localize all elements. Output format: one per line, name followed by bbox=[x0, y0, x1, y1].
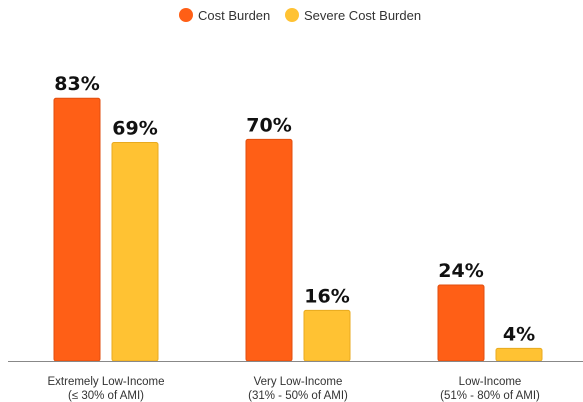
category-label-very-low-income-range: (31% - 50% of AMI) bbox=[248, 390, 348, 402]
value-label-cost-burden-very-low-income: 70% bbox=[246, 114, 291, 136]
value-label-severe-cost-burden-low-income: 4% bbox=[503, 323, 535, 345]
bar-cost-burden-low-income bbox=[437, 284, 485, 362]
bar-severe-cost-burden-low-income bbox=[495, 347, 543, 362]
bar-cost-burden-very-low-income bbox=[245, 138, 293, 362]
value-labels-group: 83% 70% 24% 69% 16% 4% bbox=[54, 73, 535, 345]
legend-swatch-severe-cost-burden bbox=[285, 8, 299, 22]
bars-group bbox=[53, 97, 543, 362]
legend-label-severe-cost-burden: Severe Cost Burden bbox=[304, 8, 421, 23]
category-label-low-income: Low-Income bbox=[459, 376, 522, 388]
category-labels-group: Extremely Low-Income (≤ 30% of AMI) Very L… bbox=[48, 376, 540, 402]
category-label-extremely-low-income-range: (≤ 30% of AMI) bbox=[68, 390, 144, 402]
value-label-cost-burden-low-income: 24% bbox=[438, 260, 483, 282]
category-label-very-low-income: Very Low-Income bbox=[254, 376, 343, 388]
bar-severe-cost-burden-extremely-low-income bbox=[111, 142, 159, 362]
bar-cost-burden-extremely-low-income bbox=[53, 97, 101, 362]
value-label-cost-burden-extremely-low-income: 83% bbox=[54, 73, 99, 95]
category-label-low-income-range: (51% - 80% of AMI) bbox=[440, 390, 540, 402]
value-label-severe-cost-burden-extremely-low-income: 69% bbox=[112, 118, 157, 140]
category-label-extremely-low-income: Extremely Low-Income bbox=[48, 376, 165, 388]
bar-severe-cost-burden-very-low-income bbox=[303, 309, 351, 362]
value-label-severe-cost-burden-very-low-income: 16% bbox=[304, 285, 349, 307]
legend: Cost Burden Severe Cost Burden bbox=[179, 8, 421, 23]
legend-label-cost-burden: Cost Burden bbox=[198, 8, 270, 23]
legend-swatch-cost-burden bbox=[179, 8, 193, 22]
